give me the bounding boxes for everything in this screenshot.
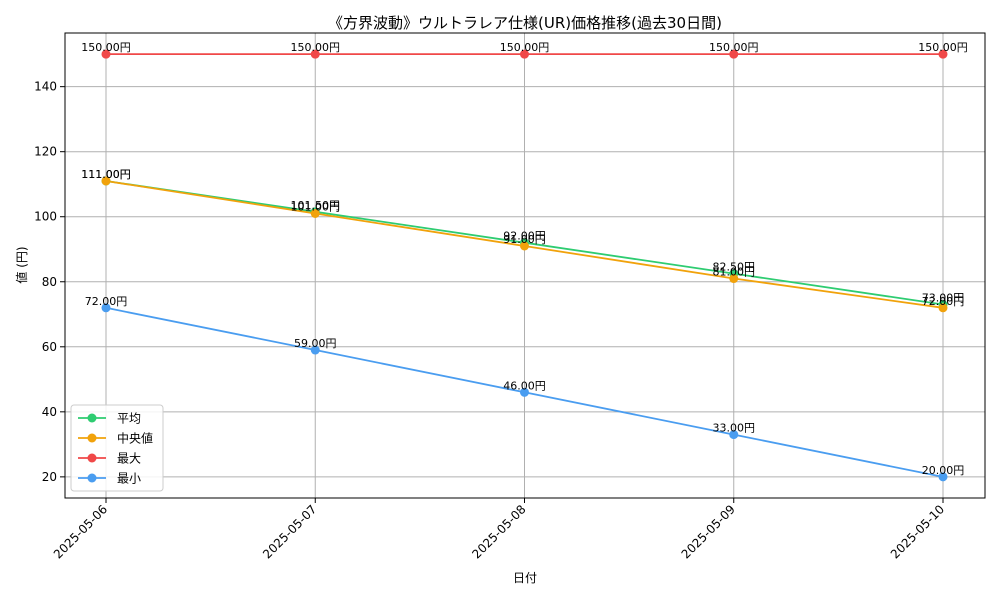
data-point [310, 345, 320, 355]
y-tick-label: 60 [42, 340, 57, 354]
grid-lines [65, 33, 985, 498]
legend-marker [87, 453, 97, 463]
data-point [520, 387, 529, 397]
x-axis-label: 日付 [513, 571, 537, 585]
data-point [101, 49, 111, 59]
legend-label: 中央値 [117, 431, 153, 446]
series-group [101, 49, 948, 482]
data-label: 72.00円 [85, 295, 128, 308]
y-axis-label: 値 (円) [14, 246, 29, 283]
data-point [938, 49, 948, 59]
data-point [729, 430, 739, 440]
data-point [520, 49, 529, 59]
data-point [938, 472, 948, 482]
data-label: 101.00円 [291, 200, 341, 213]
data-point [938, 303, 948, 313]
legend-marker [87, 433, 97, 443]
legend-marker [87, 473, 97, 483]
legend-label: 平均 [117, 412, 141, 426]
data-labels: 111.00円101.50円92.00円82.50円73.00円111.00円1… [81, 41, 968, 477]
data-label: 150.00円 [709, 41, 759, 54]
y-tick-label: 40 [42, 405, 57, 419]
legend-label: 最大 [117, 452, 141, 466]
legend-label: 最小 [117, 472, 141, 486]
data-point [729, 274, 739, 284]
data-label: 33.00円 [713, 422, 756, 435]
data-label: 81.00円 [713, 266, 756, 279]
data-point [520, 241, 529, 251]
data-label: 46.00円 [503, 379, 546, 392]
y-axis: 20 40 60 80 100 120 140 [34, 80, 65, 484]
data-point [101, 303, 111, 313]
y-tick-label: 140 [34, 80, 57, 94]
data-point [101, 176, 111, 186]
data-label: 101.50円 [291, 199, 341, 212]
data-label: 82.50円 [713, 261, 756, 274]
data-label: 150.00円 [81, 41, 131, 54]
legend-box [70, 404, 164, 492]
legend-marker [87, 413, 97, 423]
data-label: 72.00円 [922, 295, 965, 308]
data-label: 111.00円 [81, 168, 131, 181]
y-tick-label: 120 [34, 145, 57, 159]
data-label: 73.00円 [922, 292, 965, 305]
data-point [310, 49, 320, 59]
data-point [310, 208, 320, 218]
y-tick-label: 20 [42, 470, 57, 484]
data-point [729, 49, 739, 59]
data-label: 150.00円 [500, 41, 550, 54]
data-label: 150.00円 [918, 41, 968, 54]
data-label: 59.00円 [294, 337, 337, 350]
data-label: 92.00円 [503, 230, 546, 243]
data-label: 20.00円 [922, 464, 965, 477]
chart-title: 《方界波動》ウルトラレア仕様(UR)価格推移(過去30日間) [328, 14, 722, 32]
y-tick-label: 80 [42, 275, 57, 289]
data-label: 91.00円 [503, 233, 546, 246]
data-label: 111.00円 [81, 168, 131, 181]
data-label: 150.00円 [291, 41, 341, 54]
y-tick-label: 100 [34, 210, 57, 224]
